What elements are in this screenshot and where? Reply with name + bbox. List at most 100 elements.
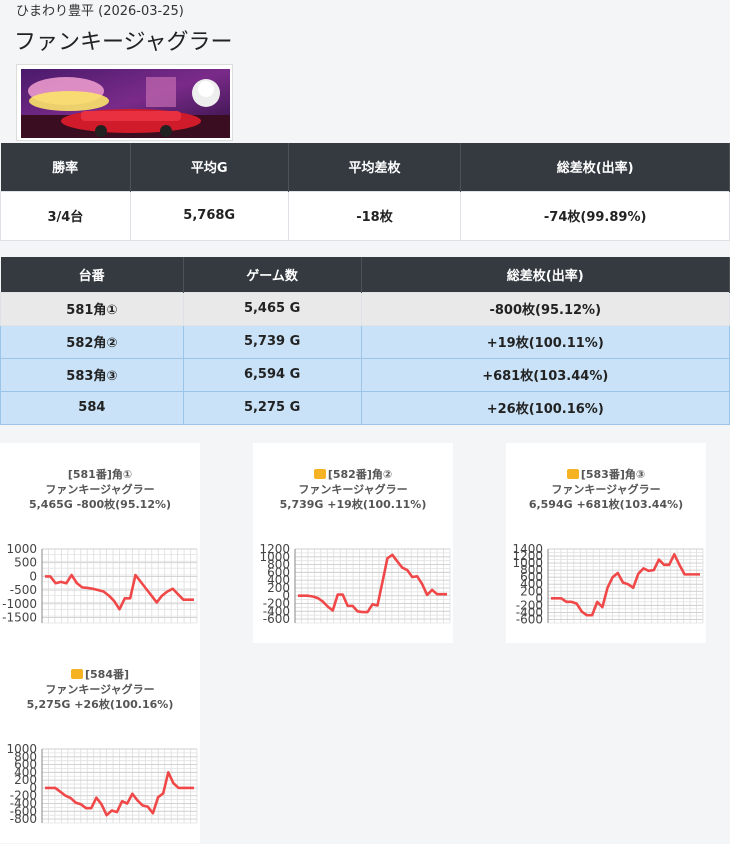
machine-games: 6,594 G — [182, 357, 362, 392]
chart-title-block: [584番] ファンキージャグラー 5,275G +26枚(100.16%) — [0, 667, 200, 712]
thumbs-up-icon — [70, 669, 83, 679]
store-date: ひまわり豊平 (2026-03-25) — [16, 4, 184, 19]
y-tick-label: 200 — [520, 584, 543, 598]
y-tick-label: 0 — [29, 569, 37, 583]
grid — [547, 548, 704, 624]
chart-card-581: [581番]角① ファンキージャグラー 5,465G -800枚(95.12%)… — [0, 443, 200, 643]
chart-subtitle: ファンキージャグラー — [298, 483, 408, 496]
summary-total-diff: -74枚(99.89%) — [460, 190, 730, 241]
summary-header-win-rate: 勝率 — [0, 143, 131, 191]
y-tick-label: 1000 — [6, 542, 37, 556]
thumbs-up-icon — [566, 469, 579, 479]
y-tick-label: -1500 — [2, 611, 37, 625]
series-line — [45, 771, 194, 817]
y-tick-label: 800 — [520, 563, 543, 577]
chart-title-block: [581番]角① ファンキージャグラー 5,465G -800枚(95.12%) — [0, 467, 200, 512]
chart-title-block: [583番]角③ ファンキージャグラー 6,594G +681枚(103.44%… — [506, 467, 706, 512]
y-tick-label: 0 — [29, 781, 37, 795]
machine-header-number: 台番 — [0, 257, 184, 292]
chart-title-block: [582番]角② ファンキージャグラー 5,739G +19枚(100.11%) — [253, 467, 453, 512]
y-tick-label: 1000 — [6, 742, 37, 756]
grid — [294, 548, 451, 624]
series-line — [45, 573, 194, 611]
machine-total-diff: -800枚(95.12%) — [360, 291, 730, 326]
y-tick-label: 400 — [267, 573, 290, 587]
machine-table: 台番 ゲーム数 総差枚(出率) 581角① 5,465 G -800枚(95.1… — [0, 257, 730, 425]
y-tick-label: 200 — [267, 581, 290, 595]
chart-card-582: [582番]角② ファンキージャグラー 5,739G +19枚(100.11%)… — [253, 443, 453, 643]
y-tick-label: -200 — [10, 789, 37, 803]
chart-stats: 5,465G -800枚(95.12%) — [28, 498, 172, 511]
page-title: ファンキージャグラー — [14, 30, 233, 55]
y-tick-label: -1000 — [2, 597, 37, 611]
chart-subtitle: ファンキージャグラー — [551, 483, 661, 496]
thumbs-up-icon — [313, 469, 326, 479]
series-line — [551, 552, 700, 617]
machine-number: 584 — [0, 390, 184, 425]
y-tick-label: -200 — [516, 598, 543, 612]
y-tick-label: 400 — [14, 765, 37, 779]
y-tick-label: -200 — [263, 597, 290, 611]
machine-games: 5,275 G — [182, 390, 362, 425]
y-tick-label: 400 — [520, 577, 543, 591]
summary-win-rate: 3/4台 — [0, 190, 131, 241]
table-row[interactable]: 581角① 5,465 G -800枚(95.12%) — [0, 291, 730, 326]
y-tick-label: -400 — [516, 605, 543, 619]
y-tick-label: -600 — [10, 804, 37, 818]
y-tick-label: 1200 — [259, 542, 290, 556]
summary-avg-diff: -18枚 — [287, 190, 462, 241]
chart-stats: 6,594G +681枚(103.44%) — [528, 498, 684, 511]
machine-games: 5,465 G — [182, 291, 362, 326]
chart-card-583: [583番]角③ ファンキージャグラー 6,594G +681枚(103.44%… — [506, 443, 706, 643]
grid — [41, 748, 198, 824]
summary-table: 勝率 平均G 平均差枚 総差枚(出率) 3/4台 5,768G -18枚 -74… — [0, 143, 730, 241]
chart-title: [583番]角③ — [580, 468, 646, 481]
machine-games: 5,739 G — [182, 324, 362, 359]
y-tick-label: -800 — [10, 812, 37, 826]
chart-card-584: [584番] ファンキージャグラー 5,275G +26枚(100.16%) 1… — [0, 643, 200, 843]
machine-header-total-diff: 総差枚(出率) — [361, 257, 730, 292]
y-tick-label: 1000 — [259, 550, 290, 564]
grid — [41, 548, 198, 624]
table-row[interactable]: 583角③ 6,594 G +681枚(103.44%) — [0, 357, 730, 392]
machine-total-diff: +19枚(100.11%) — [360, 324, 730, 359]
y-tick-label: -400 — [10, 797, 37, 811]
y-tick-label: 0 — [535, 591, 543, 605]
y-tick-label: 600 — [14, 758, 37, 772]
chart-stats: 5,275G +26枚(100.16%) — [26, 698, 174, 711]
machine-number: 581角① — [0, 291, 184, 326]
series-line — [298, 553, 447, 614]
machine-number: 582角② — [0, 324, 184, 359]
y-tick-label: 0 — [282, 589, 290, 603]
machine-header-games: ゲーム数 — [183, 257, 362, 292]
chart-title: [584番] — [84, 668, 130, 681]
y-tick-label: -600 — [516, 612, 543, 626]
y-tick-label: -500 — [10, 583, 37, 597]
y-tick-label: -600 — [263, 612, 290, 626]
summary-header-avg-games: 平均G — [130, 143, 289, 191]
y-tick-label: 500 — [14, 556, 37, 570]
y-tick-label: 600 — [520, 570, 543, 584]
y-tick-label: 600 — [267, 565, 290, 579]
summary-header-avg-diff: 平均差枚 — [288, 143, 462, 191]
chart-title: [582番]角② — [327, 468, 393, 481]
chart-subtitle: ファンキージャグラー — [45, 683, 155, 696]
y-tick-label: 1200 — [512, 549, 543, 563]
chart-title: [581番]角① — [67, 468, 133, 481]
machine-total-diff: +681枚(103.44%) — [360, 357, 730, 392]
machine-total-diff: +26枚(100.16%) — [360, 390, 730, 425]
summary-avg-games: 5,768G — [129, 190, 289, 241]
y-tick-label: 1400 — [512, 542, 543, 556]
chart-stats: 5,739G +19枚(100.11%) — [279, 498, 427, 511]
table-row[interactable]: 584 5,275 G +26枚(100.16%) — [0, 390, 730, 425]
y-tick-label: -400 — [263, 604, 290, 618]
y-tick-label: 200 — [14, 773, 37, 787]
table-row[interactable]: 582角② 5,739 G +19枚(100.11%) — [0, 324, 730, 359]
y-tick-label: 800 — [14, 750, 37, 764]
machine-banner-image — [16, 64, 233, 141]
chart-subtitle: ファンキージャグラー — [45, 483, 155, 496]
